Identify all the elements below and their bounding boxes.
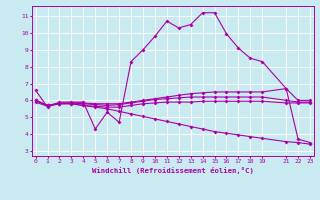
X-axis label: Windchill (Refroidissement éolien,°C): Windchill (Refroidissement éolien,°C) [92, 167, 254, 174]
